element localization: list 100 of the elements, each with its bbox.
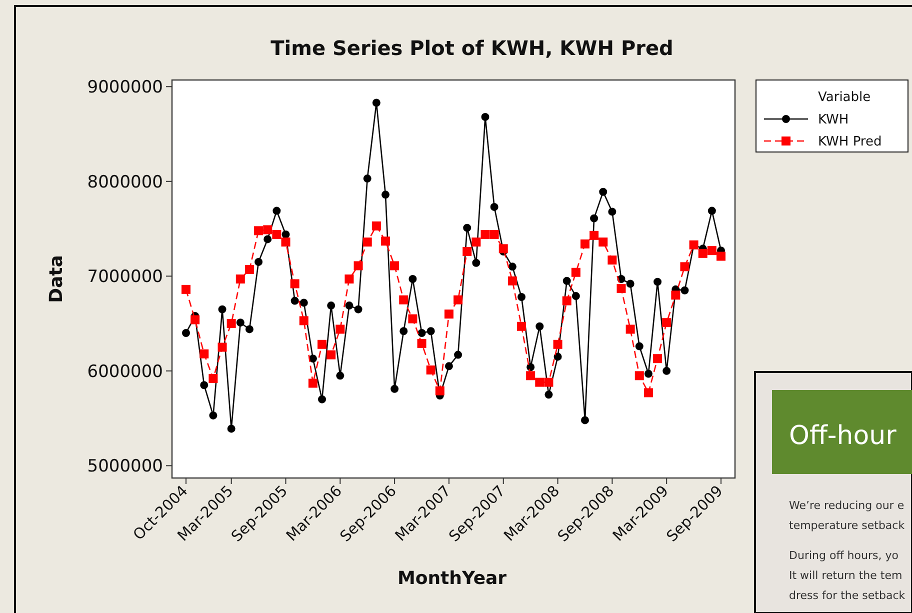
- point: [536, 322, 544, 330]
- point: [227, 424, 236, 433]
- point: [544, 390, 553, 399]
- point: [526, 371, 536, 380]
- legend-title: Variable: [818, 90, 871, 105]
- point: [463, 224, 472, 232]
- point: [654, 278, 662, 286]
- point: [644, 388, 653, 398]
- point: [254, 258, 263, 266]
- point: [264, 235, 272, 244]
- y-tick-label: 8000000: [87, 172, 163, 192]
- point: [662, 318, 672, 328]
- point: [462, 247, 472, 256]
- point: [344, 274, 354, 284]
- point: [716, 252, 726, 261]
- point: [608, 208, 616, 216]
- point: [399, 295, 408, 304]
- point: [635, 342, 644, 350]
- point: [553, 340, 562, 349]
- text: During off hours, yo: [789, 549, 899, 562]
- point: [653, 354, 662, 364]
- point: [236, 318, 244, 327]
- point: [626, 280, 634, 288]
- point: [236, 274, 245, 284]
- point: [572, 292, 580, 300]
- point: [318, 395, 326, 404]
- point: [580, 416, 589, 424]
- point: [599, 188, 608, 196]
- y-tick-label: 9000000: [87, 78, 163, 98]
- point: [562, 296, 572, 306]
- text: temperature setback: [789, 519, 906, 532]
- point: [282, 230, 290, 238]
- point: [390, 384, 399, 393]
- point: [290, 279, 300, 288]
- point: [299, 316, 308, 326]
- chart-title: Time Series Plot of KWH, KWH Pred: [270, 36, 674, 60]
- point: [508, 262, 516, 271]
- point: [300, 298, 308, 307]
- point: [244, 265, 254, 274]
- point: [245, 325, 254, 334]
- point: [408, 275, 417, 283]
- point: [281, 238, 290, 247]
- point: [590, 230, 599, 240]
- point: [544, 378, 554, 387]
- point: [571, 268, 580, 277]
- point: [218, 305, 226, 314]
- point: [254, 226, 264, 236]
- point: [626, 324, 635, 334]
- point: [190, 315, 200, 324]
- point: [644, 370, 652, 378]
- point: [381, 190, 390, 199]
- point: [400, 327, 408, 336]
- point: [517, 322, 526, 331]
- point: [354, 305, 362, 314]
- point: [390, 261, 400, 270]
- point: [580, 239, 590, 248]
- point: [408, 314, 418, 324]
- point: [472, 238, 481, 247]
- point: [200, 381, 208, 390]
- x-axis-title: MonthYear: [397, 568, 507, 589]
- point: [707, 246, 716, 256]
- text: dress for the setback: [789, 589, 906, 602]
- point: [498, 244, 508, 254]
- point: [680, 286, 689, 294]
- point: [336, 324, 345, 334]
- text: We’re reducing our e: [789, 499, 904, 512]
- point: [308, 378, 318, 388]
- point: [263, 225, 272, 234]
- y-axis-title: Data: [46, 255, 67, 303]
- legend-label: KWH: [818, 112, 849, 128]
- point: [308, 354, 317, 363]
- point: [363, 174, 372, 183]
- point: [535, 378, 544, 387]
- point: [272, 206, 281, 215]
- point: [598, 238, 608, 247]
- point: [490, 202, 498, 211]
- point: [662, 366, 671, 375]
- point: [708, 206, 716, 215]
- point: [327, 302, 336, 310]
- point: [608, 256, 617, 265]
- point: [417, 338, 426, 348]
- point: [508, 276, 517, 286]
- point: [454, 295, 463, 304]
- text: It will return the tem: [789, 569, 902, 582]
- point: [345, 302, 354, 310]
- point: [426, 365, 436, 374]
- point: [518, 293, 526, 302]
- point: [444, 310, 454, 319]
- point: [208, 374, 218, 383]
- point: [480, 230, 490, 239]
- point: [435, 386, 444, 396]
- point: [472, 258, 480, 267]
- point: [318, 340, 327, 349]
- point: [426, 327, 435, 336]
- point: [490, 230, 499, 239]
- point: [290, 296, 299, 305]
- point: [218, 342, 227, 352]
- point: [444, 362, 453, 370]
- point: [554, 352, 562, 361]
- point: [372, 98, 380, 107]
